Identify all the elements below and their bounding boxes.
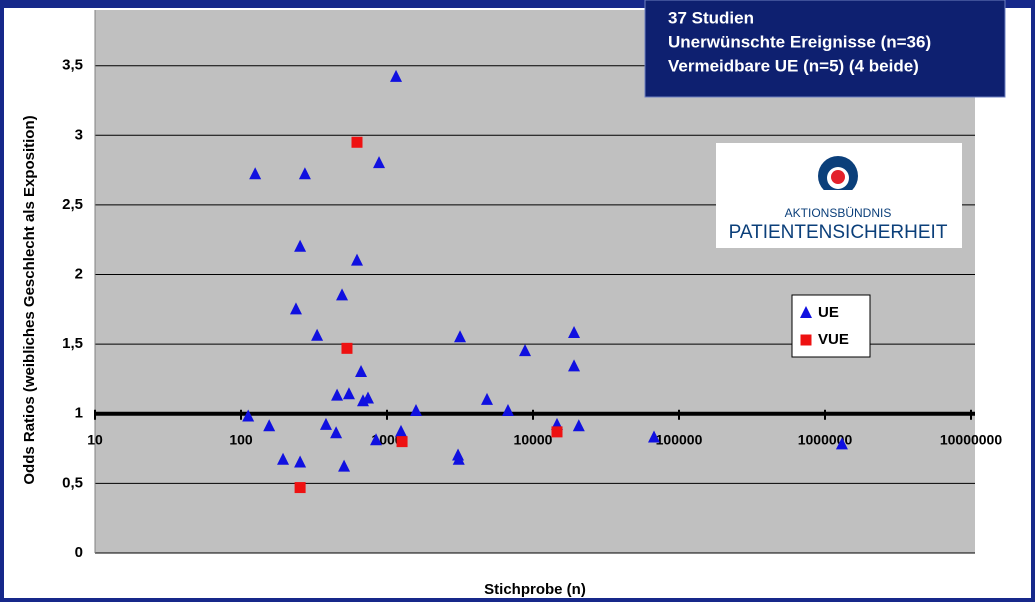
logo-gap [818, 190, 858, 200]
data-point [298, 167, 311, 180]
x-axis-label: Stichprobe (n) [484, 581, 586, 598]
data-point [294, 482, 306, 494]
plot-area [95, 10, 975, 553]
marks [242, 69, 848, 494]
logo-text: PATIENTENSICHERHEIT [729, 222, 948, 243]
x-tick-label: 100000 [656, 431, 703, 447]
legend: UE VUE [791, 294, 871, 358]
x-tick-label: 10000000 [940, 431, 1003, 447]
data-point [242, 409, 255, 422]
legend-marker [800, 334, 812, 346]
data-point [835, 437, 848, 450]
data-point [396, 436, 408, 448]
info-line: Unerwünschte Ereignisse (n=36) [668, 32, 931, 51]
data-point [568, 359, 581, 372]
data-point [263, 419, 276, 432]
data-point [350, 253, 363, 266]
data-point [370, 433, 383, 446]
x-tick-label: 10000 [514, 431, 553, 447]
data-point [519, 344, 532, 357]
data-point [390, 69, 403, 82]
data-point [373, 156, 386, 169]
data-point [551, 426, 563, 438]
data-point [647, 430, 660, 443]
data-point [319, 417, 332, 430]
logo-dot [831, 170, 845, 184]
x-tick-label: 1000000 [798, 431, 853, 447]
y-axis-label: Odds Ratios (weibliches Geschlecht als E… [21, 115, 38, 484]
data-point [501, 403, 514, 416]
legend-label: UE [818, 304, 839, 321]
data-point [452, 452, 465, 465]
legend-label: VUE [818, 331, 849, 348]
x-tick-label: 100 [229, 431, 253, 447]
data-point [338, 459, 351, 472]
data-point [572, 419, 585, 432]
y-tick-label: 2,5 [62, 196, 83, 213]
data-point [568, 326, 581, 339]
data-point [454, 330, 467, 343]
data-point [480, 392, 493, 405]
legend-box [791, 294, 871, 358]
y-tick-label: 3,5 [62, 57, 83, 74]
x-tick-label: 10 [87, 431, 103, 447]
y-tick-label: 2 [75, 266, 83, 283]
axes: 00,511,522,533,510 100 1000 10000 100000 1000… [62, 10, 1002, 561]
data-point [342, 387, 355, 400]
y-tick-label: 0,5 [62, 474, 83, 491]
y-tick-label: 0 [75, 544, 83, 561]
data-point [330, 426, 343, 439]
data-point [355, 365, 368, 377]
data-point [341, 342, 353, 354]
data-point [331, 388, 344, 401]
data-point [311, 328, 324, 341]
info-line: Vermeidbare UE (n=5) (4 beide) [668, 56, 919, 75]
logo-text: AKTIONSBÜNDNIS [785, 206, 892, 220]
data-point [277, 452, 290, 465]
y-tick-label: 3 [75, 126, 83, 143]
y-tick-label: 1 [75, 405, 83, 422]
y-tick-label: 1,5 [62, 335, 83, 352]
data-point [294, 239, 307, 252]
info-line: 37 Studien [668, 8, 754, 27]
data-point [289, 302, 302, 315]
data-point [294, 455, 307, 468]
data-point [410, 403, 423, 416]
data-point [336, 288, 349, 301]
info-box [644, 0, 1006, 98]
legend-marker [800, 306, 812, 318]
data-point [249, 167, 262, 180]
data-point [361, 391, 374, 404]
data-point [351, 136, 363, 148]
data-point [394, 424, 407, 437]
